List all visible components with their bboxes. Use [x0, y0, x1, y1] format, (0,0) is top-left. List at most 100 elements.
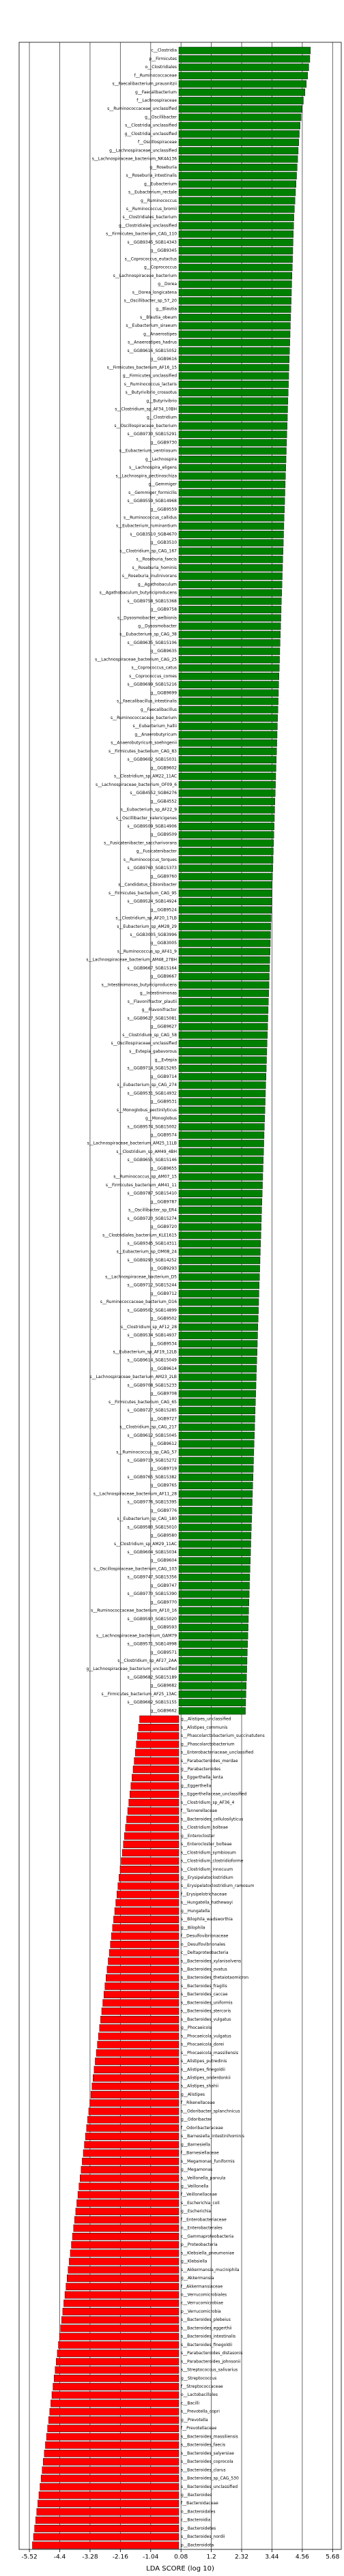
bar [75, 2208, 180, 2216]
bar [40, 2483, 180, 2491]
bar-label: s__GGB9712_SGB15244 [128, 1283, 177, 1288]
bar [178, 555, 283, 564]
bar-label: g__Erysipelatoclostridium [181, 1875, 233, 1880]
bar [91, 2082, 180, 2090]
bar-label: g__Veillonella [181, 2184, 209, 2189]
plot-frame [18, 42, 342, 2550]
bar-label: p__Proteobacteria [181, 2242, 218, 2247]
bar [178, 981, 270, 989]
bar-label: s__Roseburia_faecis [137, 557, 177, 562]
bar-label: g__GGB9614 [151, 1366, 177, 1371]
bar-label: f__Lachnospiraceae [137, 98, 177, 103]
bar-label: s__Bacteroides_ovatus [181, 1967, 227, 1972]
bar [178, 823, 274, 830]
bar-label: s__Alistipes_putredinis [181, 2059, 227, 2064]
bar-label: s__Ruminococcus_sp_CAG_57 [116, 1450, 177, 1454]
bar [178, 1290, 259, 1298]
bar [178, 1615, 249, 1623]
bar [178, 1407, 256, 1414]
bar [178, 1549, 251, 1556]
bar [44, 2450, 180, 2457]
bar [178, 681, 279, 688]
bar [113, 1916, 180, 1923]
bar [127, 1807, 180, 1815]
bar [80, 2174, 180, 2182]
bar [178, 572, 283, 580]
bar-label: f__Tannerellaceae [181, 1809, 217, 1813]
bar [178, 965, 270, 972]
bar [178, 72, 309, 80]
bar-label: s__Lachnospiraceae_bacterium_D5 [105, 1274, 177, 1279]
bar-label: s__Eubacterium_sp_CAG_180 [117, 1517, 177, 1521]
bar-label: s__Erysipelatoclostridium_ramosum [181, 1884, 255, 1888]
bar-label: c__Verrucomicrobiae [181, 2301, 223, 2306]
bar [178, 831, 274, 839]
bar-label: s__Lachnospiraceae_bacterium_NK4A136 [92, 157, 177, 162]
bar-label: g__GGB9502 [151, 1317, 177, 1321]
bar [178, 196, 296, 205]
bar [178, 1056, 267, 1064]
bar-label: s__GGB9531_SGB14932 [128, 1091, 177, 1096]
bar [74, 2216, 180, 2224]
bar [178, 305, 291, 313]
bar [88, 2107, 180, 2116]
bar-label: s__Anaerobutyricum_soehngenii [111, 741, 177, 746]
bar-label: s__Akkermansia_muciniphila [181, 2268, 240, 2272]
bar-label: g__GGB9574 [151, 1133, 177, 1138]
bar [178, 330, 291, 338]
bar [82, 2157, 180, 2165]
bar [178, 214, 294, 222]
bar-label: s__GGB9604_SGB15034 [128, 1550, 177, 1555]
bar [178, 539, 284, 547]
bar [53, 2374, 180, 2382]
bar [178, 664, 280, 672]
bar [178, 1190, 263, 1197]
bar-label: f__Enterobacteriaceae [181, 2217, 227, 2222]
bar-label: s__Clostridium_symbiosum [181, 1850, 236, 1855]
bar-label: c__Deltaproteobacteria [181, 1950, 229, 1955]
bar-label: g__Hungatella [181, 1909, 210, 1914]
bar [178, 772, 276, 780]
bar [178, 731, 278, 739]
bar [178, 322, 291, 330]
bar-label: f__Rikenellaceae [181, 2101, 215, 2105]
bar-label: f__Ruminococcaceae [134, 73, 177, 78]
bar-label: s__Roseburia_intestinalis [126, 173, 177, 178]
bar [178, 456, 287, 463]
bar-label: s__Oscillibacter_valericigenes [116, 816, 177, 821]
bar-label: s__Oscillospiraceae_bacterium [114, 424, 177, 428]
bar [178, 606, 282, 613]
bar [178, 881, 273, 889]
bar [178, 589, 282, 597]
bar-label: p__Firmicutes [149, 57, 177, 61]
bar [178, 1373, 257, 1381]
bar [178, 1515, 252, 1523]
bar [178, 748, 277, 755]
bar-label: g__Eggerthella [181, 1783, 212, 1788]
bar [178, 997, 269, 1006]
bar-label: s__GGB9699_SGB15216 [128, 682, 177, 687]
bar-label: s__Ruminococcus_lactaris [124, 382, 177, 387]
bar-label: g__GGB9720 [151, 1225, 177, 1229]
bar-label: o__Lactobacillales [181, 2392, 218, 2397]
bar-label: s__Lachnospiraceae_bacterium_AF11_28 [94, 1491, 177, 1496]
bar-label: s__Bacteroides_uniformis [181, 2000, 233, 2005]
bar-label: s__GGB9760_SGB15373 [128, 866, 177, 870]
bar-label: g__Agathobaculum [138, 582, 177, 587]
bar [178, 1073, 266, 1081]
bar-label: g__Blautia [156, 307, 177, 312]
bar-label: g__Clostridia_unclassified [124, 132, 177, 136]
bar [178, 1323, 259, 1331]
bar-label: g__GGB9770 [151, 1600, 177, 1605]
bar [178, 97, 304, 104]
bar [178, 247, 293, 254]
bar-label: g__GGB9712 [151, 1291, 177, 1296]
bar [178, 906, 272, 914]
bar-label: s__Alistipes_onderdonkii [181, 2076, 231, 2081]
bar-label: s__GGB9580_SGB15010 [128, 1525, 177, 1530]
bar [178, 1490, 253, 1498]
bar [178, 1139, 264, 1147]
bar [178, 547, 283, 555]
bar-label: s__Monoglobus_pectinilyticus [117, 1108, 177, 1113]
bar [178, 1465, 254, 1473]
